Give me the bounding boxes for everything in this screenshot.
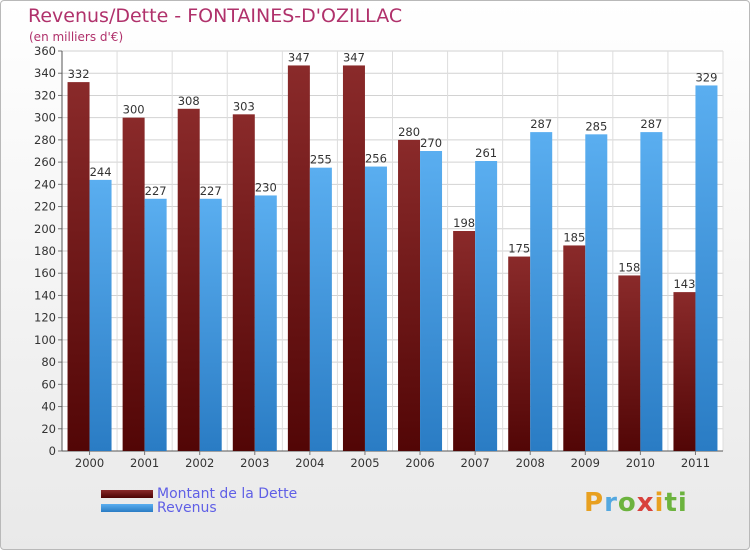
- bar-revenus: [144, 198, 167, 451]
- legend-label-dette: Montant de la Dette: [157, 486, 298, 502]
- bar-dette: [398, 139, 421, 451]
- bar-revenus: [254, 195, 277, 451]
- x-tick-label: 2007: [460, 456, 489, 470]
- bar-dette: [563, 245, 586, 451]
- bar-dette: [67, 82, 90, 451]
- data-label-revenus: 227: [145, 184, 167, 198]
- bar-revenus: [199, 198, 222, 451]
- x-tick-label: 2005: [350, 456, 379, 470]
- y-tick-label: 80: [41, 355, 56, 369]
- chart-title: Revenus/Dette - FONTAINES-D'OZILLAC: [28, 5, 403, 27]
- bar-revenus: [475, 161, 498, 451]
- x-tick-label: 2001: [130, 456, 159, 470]
- data-label-revenus: 230: [255, 180, 277, 194]
- data-label-revenus: 261: [475, 146, 497, 160]
- data-label-revenus: 244: [90, 165, 112, 179]
- legend-swatch-dette: [101, 490, 153, 498]
- legend-item-revenus: Revenus: [101, 501, 297, 515]
- data-label-dette: 198: [453, 216, 475, 230]
- x-tick-label: 2010: [626, 456, 655, 470]
- y-tick-label: 320: [34, 88, 56, 102]
- data-label-dette: 308: [178, 94, 200, 108]
- bar-revenus: [309, 167, 332, 451]
- x-tick-label: 2006: [405, 456, 434, 470]
- data-label-revenus: 255: [310, 153, 332, 167]
- data-label-revenus: 227: [200, 184, 222, 198]
- x-tick-label: 2003: [240, 456, 269, 470]
- data-label-dette: 158: [618, 260, 640, 274]
- legend-item-dette: Montant de la Dette: [101, 487, 297, 501]
- bar-revenus: [420, 151, 443, 451]
- y-tick-label: 140: [34, 288, 56, 302]
- x-tick-label: 2002: [185, 456, 214, 470]
- y-tick-label: 260: [34, 155, 56, 169]
- data-label-revenus: 285: [585, 119, 607, 133]
- data-label-revenus: 256: [365, 152, 387, 166]
- y-tick-label: 60: [41, 377, 56, 391]
- bar-dette: [177, 108, 200, 452]
- y-tick-label: 0: [49, 444, 56, 458]
- data-label-revenus: 270: [420, 136, 442, 150]
- bar-dette: [232, 114, 255, 451]
- x-tick-label: 2004: [295, 456, 324, 470]
- y-tick-label: 340: [34, 66, 56, 80]
- bar-revenus: [695, 85, 718, 451]
- y-tick-label: 160: [34, 266, 56, 280]
- data-label-revenus: 329: [695, 70, 717, 84]
- y-tick-label: 240: [34, 177, 56, 191]
- data-label-dette: 185: [563, 230, 585, 244]
- y-tick-label: 180: [34, 244, 56, 258]
- y-tick-label: 280: [34, 133, 56, 147]
- data-label-dette: 347: [343, 50, 365, 64]
- bar-dette: [453, 231, 476, 451]
- chart-subtitle: (en milliers d'€): [29, 30, 124, 44]
- y-tick-label: 200: [34, 222, 56, 236]
- x-tick-label: 2011: [681, 456, 710, 470]
- data-label-revenus: 287: [530, 117, 552, 131]
- data-label-dette: 300: [123, 103, 145, 117]
- data-label-dette: 280: [398, 125, 420, 139]
- bar-dette: [673, 292, 696, 451]
- bar-dette: [122, 117, 145, 452]
- bar-dette: [508, 256, 531, 451]
- bar-revenus: [530, 132, 553, 451]
- y-tick-label: 40: [41, 400, 56, 414]
- data-label-dette: 347: [288, 50, 310, 64]
- proxiti-logo: Proxiti: [584, 488, 688, 518]
- bar-dette: [618, 275, 641, 451]
- bar-dette: [287, 65, 310, 451]
- data-label-dette: 303: [233, 99, 255, 113]
- bar-revenus: [89, 179, 112, 451]
- bar-dette: [342, 65, 365, 451]
- x-tick-label: 2000: [75, 456, 104, 470]
- y-tick-label: 300: [34, 111, 56, 125]
- legend-swatch-revenus: [101, 504, 153, 512]
- legend: Montant de la Dette Revenus: [101, 487, 297, 515]
- y-tick-label: 20: [41, 422, 56, 436]
- data-label-revenus: 287: [640, 117, 662, 131]
- data-label-dette: 175: [508, 242, 530, 256]
- bar-revenus: [640, 132, 663, 451]
- y-tick-label: 220: [34, 200, 56, 214]
- y-tick-label: 120: [34, 311, 56, 325]
- data-label-dette: 332: [68, 67, 90, 81]
- bar-revenus: [585, 134, 608, 452]
- y-tick-label: 360: [34, 44, 56, 58]
- y-tick-label: 100: [34, 333, 56, 347]
- legend-label-revenus: Revenus: [157, 500, 217, 516]
- bar-revenus: [364, 166, 387, 452]
- data-label-dette: 143: [673, 277, 695, 291]
- x-tick-label: 2009: [571, 456, 600, 470]
- x-tick-label: 2008: [516, 456, 545, 470]
